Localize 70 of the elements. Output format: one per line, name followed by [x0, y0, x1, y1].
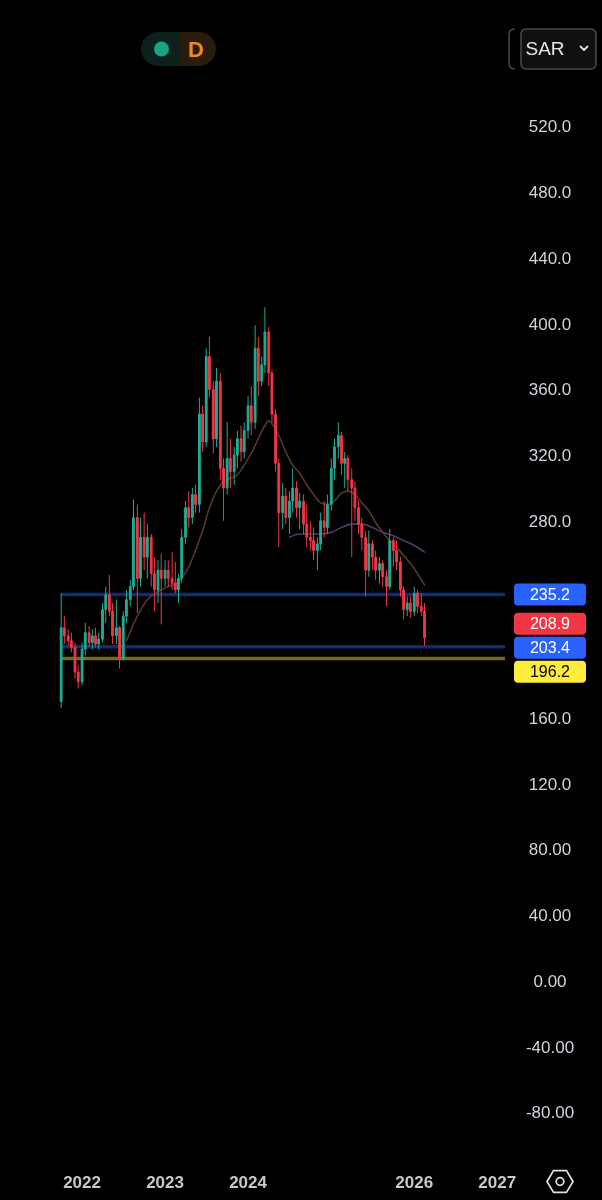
y-axis-title: SAR [525, 38, 565, 59]
candlestick [239, 425, 243, 463]
candlestick [142, 512, 146, 571]
candlestick [115, 599, 118, 645]
candlestick [249, 385, 253, 436]
candlestick [295, 480, 298, 519]
candlestick [367, 530, 371, 578]
x-tick-label: 2026 [395, 1173, 434, 1192]
y-tick-label: 0.00 [533, 971, 567, 991]
text: 208.9 [529, 615, 571, 633]
candlestick [256, 336, 260, 397]
y-tick-label: 160.0 [528, 708, 572, 728]
candlestick [284, 487, 288, 525]
candlestick [59, 592, 63, 709]
candlestick [391, 536, 395, 568]
candlestick [409, 595, 412, 619]
candlestick [281, 482, 285, 530]
candlestick [225, 421, 229, 496]
candlestick [198, 397, 201, 514]
candlestick [118, 625, 121, 670]
y-tick-label: 400.0 [528, 314, 572, 334]
candlestick [170, 551, 174, 591]
line-series [125, 419, 426, 642]
candlestick [416, 589, 419, 614]
candlestick [201, 405, 204, 453]
y-tick-label: 440.0 [528, 248, 572, 268]
y-tick-label: 360.0 [528, 380, 572, 400]
y-tick-label: -80.00 [525, 1103, 575, 1123]
y-tick-label: 320.0 [528, 446, 572, 466]
ref-line-label: 196.2 [529, 663, 571, 681]
candlestick [159, 553, 163, 625]
candlestick [215, 367, 218, 448]
x-tick-label: 2024 [229, 1173, 268, 1192]
candlestick [194, 484, 197, 514]
candlestick [204, 347, 208, 448]
candlestick [145, 523, 149, 579]
candlestick [62, 615, 66, 645]
candlestick [378, 556, 381, 584]
x-tick-label: 2027 [478, 1173, 517, 1192]
ref-line-label: 235.2 [529, 586, 571, 604]
x-tick-label: 2023 [146, 1173, 184, 1192]
candlestick [139, 517, 142, 588]
y-tick-label: 120.0 [528, 774, 572, 794]
candlestick [90, 628, 94, 650]
y-tick-label: 480.0 [528, 183, 572, 203]
y-tick-label: 280.0 [528, 511, 572, 531]
candlestick [187, 490, 191, 528]
candlestick [228, 438, 232, 489]
y-tick-label: -40.00 [525, 1037, 575, 1057]
candlestick [163, 559, 167, 588]
y-tick-label: 40.00 [528, 906, 572, 926]
candlestick [298, 492, 302, 530]
candlestick [388, 528, 392, 591]
line-series [288, 523, 426, 553]
candlestick [322, 500, 326, 538]
y-tick-label: 80.00 [528, 840, 572, 860]
candlestick [340, 431, 343, 476]
candlestick [190, 487, 194, 525]
candlestick [343, 451, 347, 489]
y-tick-label: 520.0 [528, 117, 572, 137]
candlestick [253, 324, 257, 430]
candlestick [405, 595, 409, 617]
candlestick [94, 627, 97, 648]
ref-line-label: 203.4 [529, 639, 571, 657]
chart-subtitle: D [188, 37, 204, 62]
candlestick [156, 559, 160, 604]
x-tick-label: 2022 [63, 1173, 101, 1192]
candlestick [135, 503, 139, 614]
candlestick [412, 586, 416, 617]
candlestick [87, 625, 91, 648]
